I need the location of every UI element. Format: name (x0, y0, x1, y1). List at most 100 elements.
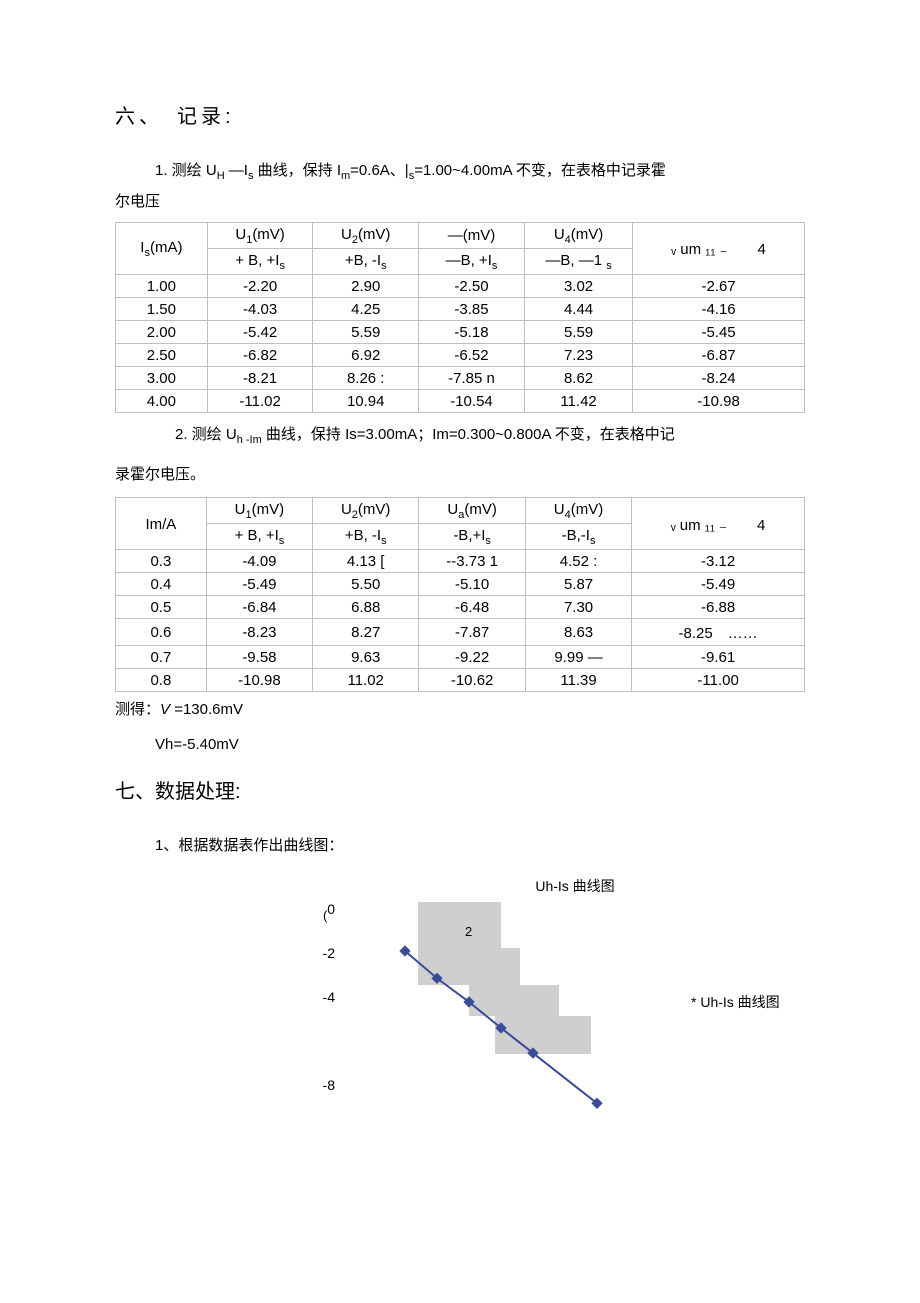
table-cell: -11.02 (207, 389, 313, 412)
table-cell: -6.87 (633, 343, 805, 366)
table-cell: 9.63 (313, 646, 419, 669)
table-row: 1.00-2.202.90-2.503.02-2.67 (116, 274, 805, 297)
uh-is-chart: Uh-Is 曲线图 0-2-4-8 (2 * Uh-Is 曲线图 (295, 876, 815, 1122)
table-row: 0.6-8.238.27-7.878.63-8.25 …… (116, 619, 805, 646)
table-cell: 3.00 (116, 366, 208, 389)
th-u2: U2(mV) (313, 222, 419, 248)
table-cell: -9.22 (419, 646, 526, 669)
measured-v: 测得：V =130.6mV (115, 698, 805, 719)
y-tick-label: -4 (295, 990, 335, 1034)
section-7-title: 七、数据处理: (115, 775, 805, 804)
table-cell: -6.84 (206, 596, 312, 619)
chart-y-axis: 0-2-4-8 (295, 902, 341, 1122)
table-1: Is(mA) U1(mV) U2(mV) —(mV) U4(mV) ᵥ um ₁… (115, 222, 805, 413)
sub: m (341, 170, 350, 182)
table-cell: 5.59 (524, 320, 632, 343)
table-cell: 2.00 (116, 320, 208, 343)
chart-line-svg (341, 902, 661, 1122)
table-cell: -9.61 (632, 646, 805, 669)
table-cell: -2.50 (419, 274, 525, 297)
text: =0.6A、| (350, 162, 409, 179)
text: 1. 测绘 U (155, 162, 217, 179)
section-6-title: 六、 记录: (115, 100, 805, 129)
chart-title: Uh-Is 曲线图 (335, 876, 815, 896)
th-sub2: +B, -Is (313, 524, 419, 550)
th-u3: Ua(mV) (419, 498, 526, 524)
table-cell: 11.42 (524, 389, 632, 412)
text: =1.00~4.00mA 不变，在表格中记录霍 (414, 162, 666, 179)
table-cell: 5.87 (525, 573, 631, 596)
table-cell: 6.92 (313, 343, 419, 366)
table-cell: 2.50 (116, 343, 208, 366)
table-cell: -5.45 (633, 320, 805, 343)
table-cell: 3.02 (524, 274, 632, 297)
table-cell: -8.25 …… (632, 619, 805, 646)
th-sub4: —B, —1 s (524, 248, 632, 274)
table-cell: 8.27 (313, 619, 419, 646)
table-cell: -10.98 (206, 669, 312, 692)
y-tick-label: -2 (295, 946, 335, 990)
table-row: 2.00-5.425.59-5.185.59-5.45 (116, 320, 805, 343)
y-tick-label: -8 (295, 1078, 335, 1122)
table-cell: 4.52 : (525, 550, 631, 573)
table-cell: 7.30 (525, 596, 631, 619)
y-tick-label (295, 1034, 335, 1078)
table-cell: -10.62 (419, 669, 526, 692)
th-sub3: —B, +Is (419, 248, 525, 274)
table-cell: -4.16 (633, 297, 805, 320)
table-row: 2.50-6.826.92-6.527.23-6.87 (116, 343, 805, 366)
table-cell: -5.10 (419, 573, 526, 596)
table-cell: -6.48 (419, 596, 526, 619)
th-sub2: +B, -Is (313, 248, 419, 274)
table-cell: -10.98 (633, 389, 805, 412)
table-cell: 6.88 (313, 596, 419, 619)
table-row: 3.00-8.218.26 :-7.85 n8.62-8.24 (116, 366, 805, 389)
table-row: 0.4-5.495.50-5.105.87-5.49 (116, 573, 805, 596)
table-cell: -6.88 (632, 596, 805, 619)
table-cell: -5.49 (632, 573, 805, 596)
th-sub1: + B, +Is (207, 248, 313, 274)
sub: H (217, 170, 225, 182)
table-cell: 1.50 (116, 297, 208, 320)
table-row: 0.3-4.094.13 [--3.73 14.52 :-3.12 (116, 550, 805, 573)
table-cell: -3.85 (419, 297, 525, 320)
table-cell: -8.24 (633, 366, 805, 389)
chart-legend: * Uh-Is 曲线图 (691, 992, 780, 1012)
table1-intro-line2: 尔电压 (115, 190, 805, 214)
table-row: 4.00-11.0210.94-10.5411.42-10.98 (116, 389, 805, 412)
table-cell: 10.94 (313, 389, 419, 412)
table-cell: 8.26 : (313, 366, 419, 389)
th-u4: U4(mV) (524, 222, 632, 248)
table-cell: 0.8 (116, 669, 207, 692)
table-cell: -5.18 (419, 320, 525, 343)
table-cell: -2.20 (207, 274, 313, 297)
table2-intro-line1: 2. 测绘 Uh -Im 曲线，保持 Is=3.00mA；Im=0.300~0.… (115, 423, 805, 450)
table-cell: 0.4 (116, 573, 207, 596)
th-u4: U4(mV) (525, 498, 631, 524)
chart-plot-area: (2 (341, 902, 661, 1122)
table-cell: -5.49 (206, 573, 312, 596)
table-cell: 8.63 (525, 619, 631, 646)
s7-line1: 1、根据数据表作出曲线图： (115, 834, 805, 858)
table-cell: -6.82 (207, 343, 313, 366)
table-cell: 0.3 (116, 550, 207, 573)
th-right: ᵥ um ₁₁ ₋ 4 (633, 222, 805, 274)
table-cell: 0.5 (116, 596, 207, 619)
table-cell: 11.02 (313, 669, 419, 692)
table-cell: 5.59 (313, 320, 419, 343)
table-cell: -4.09 (206, 550, 312, 573)
text: —I (225, 162, 248, 179)
th-sub1: + B, +Is (206, 524, 312, 550)
table-cell: -8.23 (206, 619, 312, 646)
table-cell: 11.39 (525, 669, 631, 692)
table-cell: -5.42 (207, 320, 313, 343)
table-cell: -4.03 (207, 297, 313, 320)
table-row: Is(mA) U1(mV) U2(mV) —(mV) U4(mV) ᵥ um ₁… (116, 222, 805, 248)
table-cell: --3.73 1 (419, 550, 526, 573)
table-cell: -6.52 (419, 343, 525, 366)
table-row: 0.8-10.9811.02-10.6211.39-11.00 (116, 669, 805, 692)
table-cell: 0.6 (116, 619, 207, 646)
table1-intro-line1: 1. 测绘 UH —Is 曲线，保持 Im=0.6A、|s=1.00~4.00m… (115, 159, 805, 186)
table-row: Im/A U1(mV) U2(mV) Ua(mV) U4(mV) ᵥ um ₁₁… (116, 498, 805, 524)
table-2: Im/A U1(mV) U2(mV) Ua(mV) U4(mV) ᵥ um ₁₁… (115, 497, 805, 692)
